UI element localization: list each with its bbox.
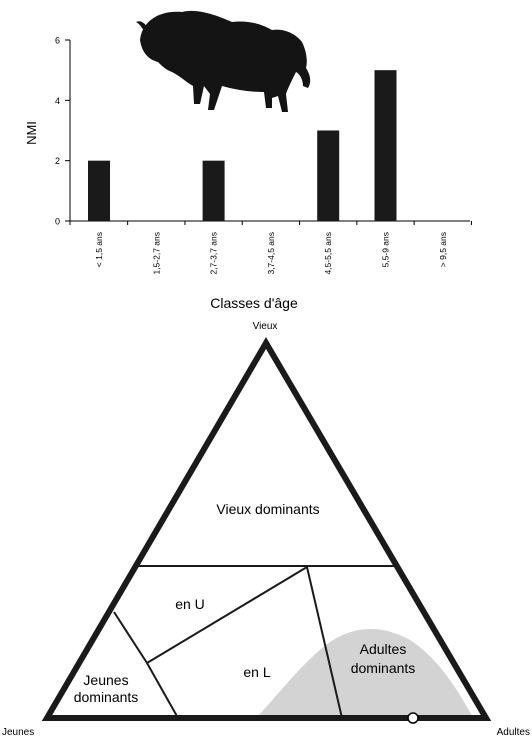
vertex-label-left: Jeunes xyxy=(2,727,34,738)
x-tick-label: 5,5-9 ans xyxy=(381,232,391,267)
zone-label-vieux-dominants: Vieux dominants xyxy=(216,501,319,517)
adultes-dominants-zone xyxy=(258,628,472,716)
bar-chart: 0 2 4 6 < 1,5 ans 1,5-2,7 ans 2,7-3,7 ans 3,7-… xyxy=(24,10,472,311)
data-point-marker xyxy=(407,712,419,724)
y-ticks: 0 2 4 6 xyxy=(55,36,70,227)
en-u-upper-boundary xyxy=(146,566,308,664)
x-tick-label: 2,7-3,7 ans xyxy=(209,232,219,275)
en-l-right-boundary xyxy=(306,566,343,719)
bar xyxy=(202,160,225,221)
vertex-label-right: Adultes xyxy=(497,727,530,738)
zone-label-adultes-line-1: Adultes xyxy=(360,641,407,657)
zone-label-en-u: en U xyxy=(175,596,205,612)
y-tick-label: 2 xyxy=(55,156,60,166)
bar xyxy=(374,70,397,222)
en-u-left-boundary xyxy=(113,611,148,664)
zone-label-en-l: en L xyxy=(243,664,270,680)
x-tick-label: < 1,5 ans xyxy=(94,232,104,267)
ternary-triangle xyxy=(41,337,492,721)
y-tick-label: 4 xyxy=(55,96,60,106)
jeunes-zone-boundary xyxy=(146,662,179,719)
zone-label-adultes-line-2: dominants xyxy=(351,660,416,676)
x-tick-labels: < 1,5 ans 1,5-2,7 ans 2,7-3,7 ans 3,7-4,5 a… xyxy=(94,232,448,275)
x-tick-label: 3,7-4,5 ans xyxy=(266,232,276,275)
bars xyxy=(88,70,397,222)
zone-label-jeunes-line-1: Jeunes xyxy=(83,672,128,688)
x-tick-label: 1,5-2,7 ans xyxy=(151,232,161,275)
bison-silhouette-icon xyxy=(136,10,311,113)
x-tick-label: > 9,5 ans xyxy=(438,232,448,267)
x-axis-label: Classes d'âge xyxy=(210,295,298,311)
x-tick-label: 4,5-5,5 ans xyxy=(323,232,333,275)
y-tick-label: 0 xyxy=(55,217,60,227)
bar xyxy=(317,130,340,221)
bar xyxy=(88,160,110,221)
zone-label-jeunes-line-2: dominants xyxy=(74,689,139,705)
y-axis-label: NMI xyxy=(24,121,39,145)
x-ticks xyxy=(69,221,472,225)
ternary-diagram: Vieux Jeunes Adultes Vieux dominants en … xyxy=(2,321,530,738)
vertex-label-top: Vieux xyxy=(253,321,278,332)
y-tick-label: 6 xyxy=(55,36,60,46)
